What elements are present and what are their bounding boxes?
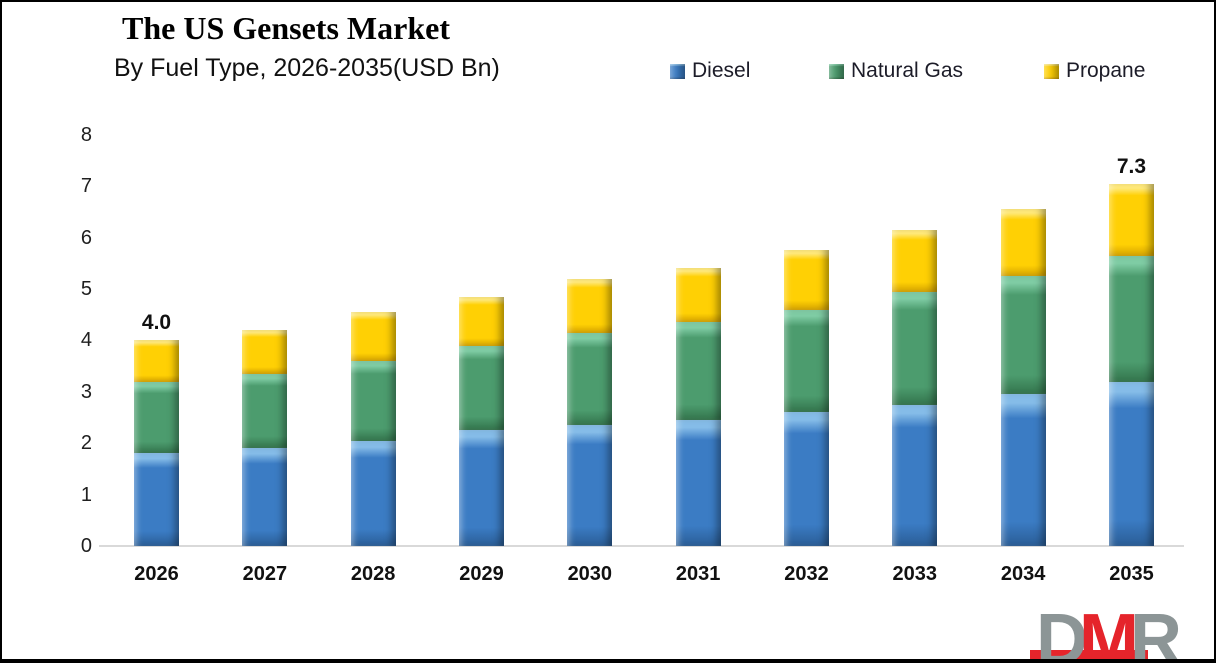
natural-gas-bar-segment xyxy=(134,381,179,454)
natural-gas-bar-segment xyxy=(1000,276,1046,395)
y-axis-tick-label: 0 xyxy=(80,535,92,557)
logo-letter-r: R xyxy=(1129,600,1182,663)
diesel-bar-segment xyxy=(458,430,504,546)
bar-total-data-label: 4.0 xyxy=(141,311,172,335)
propane-bar-segment xyxy=(1000,209,1046,277)
x-axis-tick-label: 2035 xyxy=(1109,563,1154,585)
y-axis-tick-label: 7 xyxy=(80,175,92,198)
logo-letter-d: D xyxy=(1036,600,1088,663)
propane-bar-segment xyxy=(783,250,829,310)
legend-label-propane: Propane xyxy=(1066,59,1146,82)
legend-item-propane: Propane xyxy=(1044,60,1145,82)
diesel-legend-swatch-icon xyxy=(670,63,685,79)
x-axis-tick-label: 2026 xyxy=(134,563,179,585)
diesel-bar-segment xyxy=(567,425,613,546)
diesel-bar-segment xyxy=(1000,394,1046,546)
legend-label-natural-gas: Natural Gas xyxy=(851,59,964,82)
diesel-bar-segment xyxy=(675,420,721,546)
x-axis-tick-label: 2034 xyxy=(1000,563,1046,585)
y-axis-tick-label: 5 xyxy=(80,278,92,300)
y-axis-tick-label: 6 xyxy=(80,226,92,249)
x-axis-tick-label: 2033 xyxy=(892,563,938,585)
legend-item-natural-gas: Natural Gas xyxy=(829,60,963,82)
y-axis-tick-label: 4 xyxy=(80,329,92,352)
natural-gas-legend-swatch-icon xyxy=(829,63,844,79)
natural-gas-bar-segment xyxy=(892,291,938,405)
x-axis-line xyxy=(99,545,1184,547)
natural-gas-bar-segment xyxy=(350,360,396,441)
propane-bar-segment xyxy=(350,312,396,361)
propane-bar-segment xyxy=(567,278,613,333)
natural-gas-bar-segment xyxy=(242,373,288,449)
diesel-bar-segment xyxy=(134,453,179,546)
x-axis-tick-label: 2032 xyxy=(784,563,829,585)
chart-subtitle: By Fuel Type, 2026-2035(USD Bn) xyxy=(114,54,500,82)
propane-bar-segment xyxy=(134,340,179,382)
diesel-bar-segment xyxy=(892,404,938,546)
chart-title: The US Gensets Market xyxy=(122,10,450,46)
dmr-logo-letters: DMR xyxy=(1036,604,1182,659)
legend-label-diesel: Diesel xyxy=(692,59,751,82)
y-axis-tick-label: 1 xyxy=(80,483,92,506)
x-axis-tick-label: 2030 xyxy=(567,563,613,585)
propane-bar-segment xyxy=(458,296,504,346)
propane-bar-segment xyxy=(1108,183,1154,256)
propane-bar-segment xyxy=(675,268,721,323)
x-axis-tick-label: 2027 xyxy=(242,563,288,585)
x-axis-tick-label: 2029 xyxy=(459,563,504,585)
natural-gas-bar-segment xyxy=(1108,255,1154,382)
diesel-bar-segment xyxy=(242,448,288,546)
logo-letter-m: M xyxy=(1079,600,1139,663)
bar-total-data-label: 7.3 xyxy=(1116,154,1147,178)
legend-item-diesel: Diesel xyxy=(670,60,750,82)
natural-gas-bar-segment xyxy=(675,322,721,421)
propane-bar-segment xyxy=(892,229,938,292)
x-axis-tick-label: 2028 xyxy=(350,563,396,585)
propane-bar-segment xyxy=(242,330,288,374)
natural-gas-bar-segment xyxy=(567,332,613,426)
diesel-bar-segment xyxy=(1108,381,1154,546)
x-axis-tick-label: 2031 xyxy=(675,563,721,585)
propane-legend-swatch-icon xyxy=(1044,63,1059,79)
y-axis-tick-label: 8 xyxy=(80,123,92,146)
diesel-bar-segment xyxy=(783,412,829,546)
diesel-bar-segment xyxy=(350,440,396,546)
natural-gas-bar-segment xyxy=(458,345,504,431)
natural-gas-bar-segment xyxy=(783,309,829,413)
y-axis-tick-label: 3 xyxy=(80,380,92,403)
dmr-logo: DMR xyxy=(1018,597,1208,659)
dmr-logo-red-bar xyxy=(1030,650,1148,659)
y-axis-tick-label: 2 xyxy=(80,432,92,455)
